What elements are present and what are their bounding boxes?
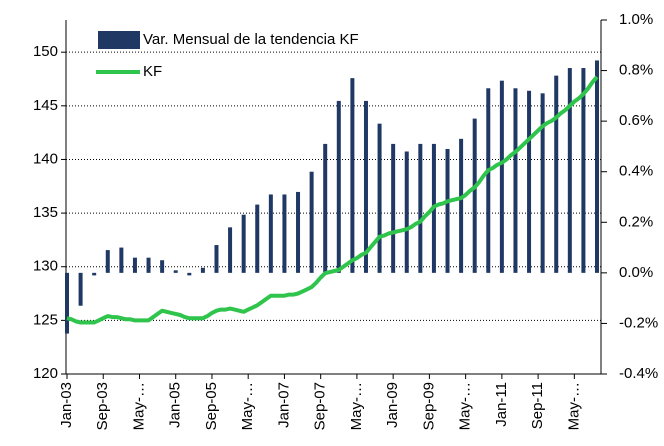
x-tick-label: Jan-05	[167, 382, 184, 428]
bar	[214, 245, 219, 273]
bar	[282, 194, 287, 273]
x-tick-label: Sep-05	[203, 382, 220, 430]
x-tick-label: Sep-03	[94, 382, 111, 430]
y-tick-label: 140	[33, 150, 58, 167]
bar	[377, 123, 382, 273]
x-tick-label: Sep-09	[420, 382, 437, 430]
y2-tick-label: -0.2%	[619, 314, 658, 331]
y2-tick-label: 0.6%	[619, 112, 653, 129]
bar	[581, 68, 586, 273]
x-tick-label: Jan-07	[275, 382, 292, 428]
bar	[268, 194, 273, 273]
y2-tick-label: 0.0%	[619, 264, 653, 281]
legend-label: Var. Mensual de la tendencia KF	[143, 31, 359, 48]
legend-label: KF	[143, 63, 162, 80]
x-tick-label: May-…	[348, 382, 365, 430]
bar	[105, 250, 110, 273]
bar	[459, 138, 464, 273]
y-tick-label: 135	[33, 204, 58, 221]
bar	[187, 272, 192, 276]
bar	[160, 260, 165, 273]
bar	[255, 204, 260, 273]
x-tick-label: Jan-09	[384, 382, 401, 428]
x-tick-label: Jan-11	[493, 382, 510, 427]
bar	[554, 75, 559, 273]
bar	[350, 78, 355, 273]
bar	[472, 118, 477, 273]
y2-tick-label: 0.4%	[619, 163, 653, 180]
bar	[527, 90, 532, 273]
y-tick-label: 145	[33, 97, 58, 114]
x-tick-label: May-…	[565, 382, 582, 430]
bar	[418, 143, 423, 273]
line	[66, 75, 599, 325]
bar	[363, 100, 368, 273]
bar	[92, 272, 97, 276]
x-tick-label: Sep-11	[529, 382, 546, 429]
bar	[540, 93, 545, 273]
y-tick-label: 130	[33, 258, 58, 275]
bar	[119, 247, 124, 273]
bar	[513, 88, 518, 273]
bar	[200, 267, 205, 273]
y-tick-label: 120	[33, 365, 58, 382]
x-tick-label: May-…	[130, 382, 147, 430]
y2-tick-label: -0.4%	[619, 365, 658, 382]
bar	[228, 227, 233, 273]
y2-tick-label: 1.0%	[619, 11, 653, 28]
y2-tick-label: 0.2%	[619, 213, 653, 230]
bar	[445, 148, 450, 273]
bar	[486, 88, 491, 273]
bar	[296, 191, 301, 273]
y-tick-label: 125	[33, 311, 58, 328]
legend-swatch	[98, 31, 140, 49]
bar	[567, 68, 572, 273]
bar	[78, 272, 83, 306]
bar	[336, 100, 341, 273]
bar	[132, 257, 137, 273]
x-tick-label: May-…	[239, 382, 256, 430]
bar	[499, 80, 504, 273]
bar	[309, 171, 314, 273]
y2-tick-label: 0.8%	[619, 62, 653, 79]
x-tick-label: Sep-07	[312, 382, 329, 430]
bar	[173, 270, 178, 273]
bar	[595, 60, 599, 273]
bar	[241, 214, 246, 273]
bar	[146, 257, 151, 273]
x-tick-label: May-…	[457, 382, 474, 430]
bar	[391, 143, 396, 273]
x-tick-label: Jan-03	[58, 382, 75, 428]
y-tick-label: 150	[33, 43, 58, 60]
bar	[323, 143, 328, 273]
bar	[65, 272, 69, 334]
bar	[404, 151, 409, 273]
